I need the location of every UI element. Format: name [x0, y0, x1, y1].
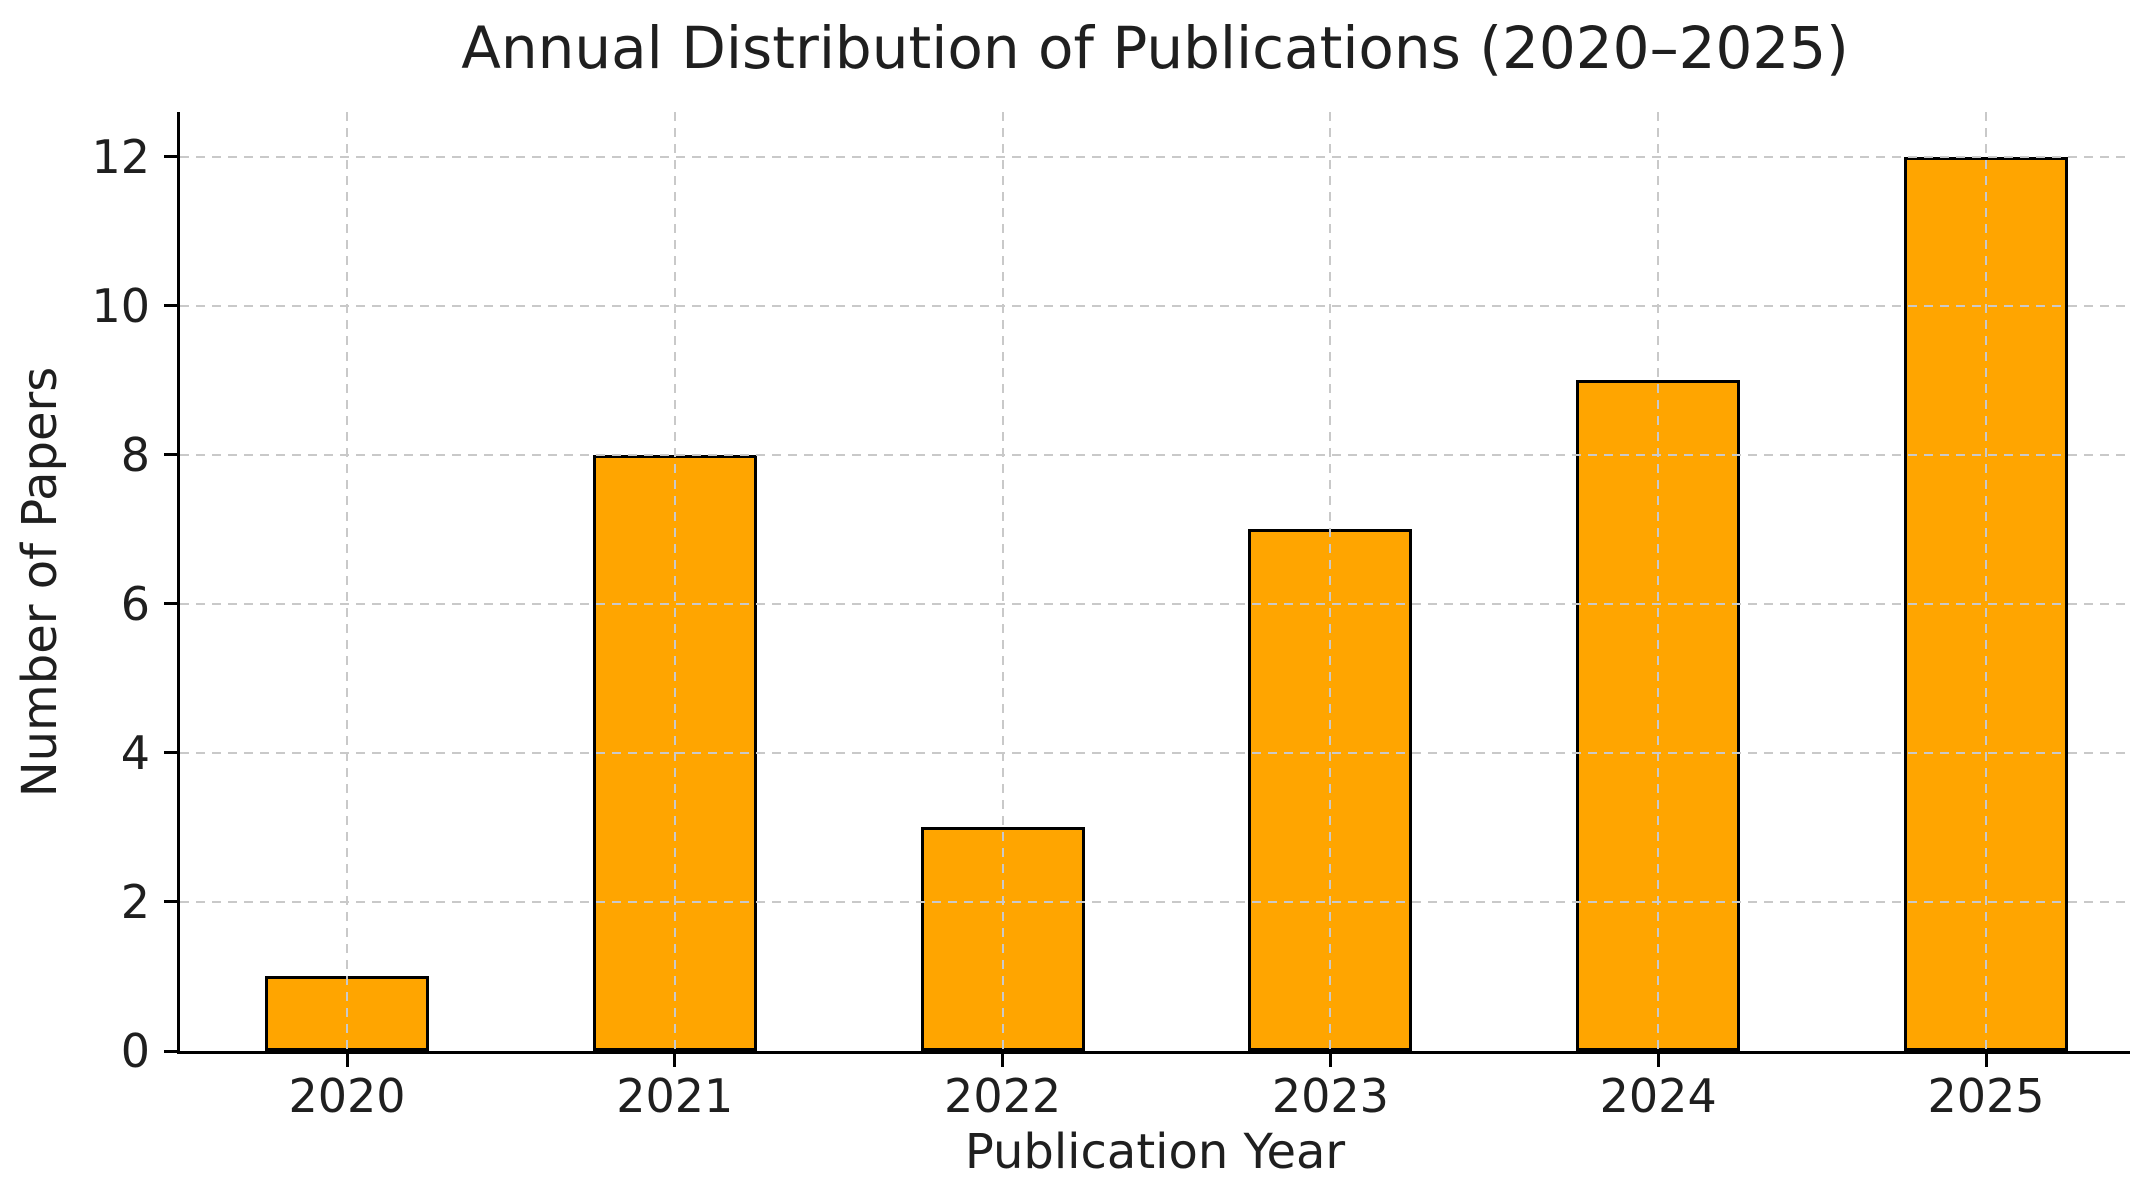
chart-title: Annual Distribution of Publications (202…: [461, 14, 1849, 82]
y-tick-label-10: 10: [91, 278, 150, 333]
y-tick-label-2: 2: [120, 874, 150, 929]
y-tick-label-0: 0: [120, 1024, 150, 1078]
gridline-v-2024: [1657, 112, 1660, 1051]
gridline-h-10: [180, 304, 2130, 307]
x-tick-label-2025: 2025: [1927, 1069, 2045, 1123]
y-tick-mark-8: [164, 453, 180, 457]
x-tick-label-2020: 2020: [288, 1069, 406, 1123]
x-tick-mark-2023: [1328, 1051, 1332, 1067]
gridline-h-12: [180, 155, 2130, 158]
y-tick-label-6: 6: [120, 576, 150, 631]
x-tick-mark-2025: [1984, 1051, 1988, 1067]
y-tick-mark-0: [164, 1049, 180, 1053]
y-axis-spine: [177, 112, 180, 1054]
y-tick-mark-12: [164, 155, 180, 159]
y-tick-label-8: 8: [120, 427, 150, 482]
gridline-v-2021: [673, 112, 676, 1051]
gridline-h-8: [180, 453, 2130, 456]
gridline-v-2023: [1329, 112, 1332, 1051]
x-axis-spine: [177, 1051, 2130, 1054]
y-tick-mark-10: [164, 304, 180, 308]
gridline-v-2022: [1001, 112, 1004, 1051]
x-tick-mark-2020: [345, 1051, 349, 1067]
x-tick-mark-2024: [1656, 1051, 1660, 1067]
gridline-h-2: [180, 900, 2130, 903]
gridline-h-4: [180, 751, 2130, 754]
y-tick-mark-2: [164, 900, 180, 904]
gridline-v-2020: [346, 112, 348, 1051]
y-tick-label-12: 12: [91, 129, 150, 184]
gridline-v-2025: [1985, 112, 1987, 1051]
x-tick-label-2023: 2023: [1271, 1069, 1389, 1123]
x-tick-mark-2022: [1001, 1051, 1005, 1067]
y-tick-label-4: 4: [120, 725, 150, 780]
x-tick-label-2022: 2022: [944, 1069, 1062, 1123]
x-tick-mark-2021: [673, 1051, 677, 1067]
y-tick-mark-4: [164, 751, 180, 755]
gridline-h-6: [180, 602, 2130, 605]
x-tick-label-2024: 2024: [1599, 1069, 1717, 1123]
y-tick-mark-6: [164, 602, 180, 606]
x-axis-label: Publication Year: [964, 1124, 1346, 1180]
x-tick-label-2021: 2021: [616, 1069, 734, 1123]
